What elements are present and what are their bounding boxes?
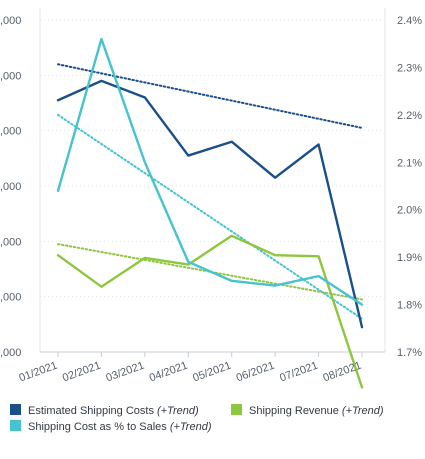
- trend-layer: [57, 63, 363, 320]
- x-tick-label: 04/2021: [148, 360, 189, 385]
- legend-item-estimated-shipping-costs[interactable]: Estimated Shipping Costs (+Trend): [10, 404, 199, 417]
- x-tick-label: 01/2021: [18, 360, 59, 385]
- x-tick-label: 07/2021: [278, 360, 319, 385]
- y-right-tick-label: 2.0%: [397, 205, 422, 217]
- x-tick-label: 05/2021: [191, 360, 232, 385]
- legend-label: Shipping Cost as % to Sales: [28, 421, 167, 433]
- y-left-tick-label: ,000: [0, 347, 21, 359]
- trend-line-2: [57, 113, 363, 320]
- legend-trend-note: (+Trend): [156, 405, 199, 417]
- y-left-tick-label: ,000: [0, 292, 21, 304]
- y-right-tick-label: 1.9%: [397, 252, 422, 264]
- y-left-tick-label: ,000: [0, 70, 21, 82]
- y-right-tick-label: 2.4%: [397, 15, 422, 27]
- trend-line-0: [57, 63, 363, 129]
- chart-legend: Estimated Shipping Costs (+Trend) Shippin…: [10, 404, 422, 436]
- legend-swatch-estimated-shipping-costs: [10, 404, 21, 415]
- chart-svg: ,000 ,000 ,000 ,000 ,000 ,000 ,000 1.7% 1.8% 1.9%…: [0, 8, 422, 389]
- y-right-tick-label: 2.3%: [397, 62, 422, 74]
- y-right-tick-label: 2.1%: [397, 157, 422, 169]
- y-right-tick-label: 1.7%: [397, 347, 422, 359]
- grid-layer: [40, 19, 385, 298]
- x-tick-label: 06/2021: [235, 360, 276, 385]
- legend-trend-note: (+Trend): [341, 405, 384, 417]
- y-left-tick-label: ,000: [0, 126, 21, 138]
- legend-swatch-shipping-revenue: [231, 404, 242, 415]
- y-right-tick-label: 2.2%: [397, 110, 422, 122]
- y-left-tick-label: ,000: [0, 15, 21, 27]
- y-right-tick-label: 1.8%: [397, 300, 422, 312]
- x-tick-label: 03/2021: [104, 360, 145, 385]
- series-line-2: [56, 37, 364, 306]
- legend-item-shipping-revenue[interactable]: Shipping Revenue (+Trend): [231, 404, 384, 417]
- axis-layer: [39, 8, 386, 357]
- legend-label: Estimated Shipping Costs: [28, 405, 154, 417]
- series-line-1: [56, 234, 364, 389]
- legend-item-shipping-cost-pct[interactable]: Shipping Cost as % to Sales (+Trend): [10, 420, 211, 433]
- y-left-tick-label: ,000: [0, 181, 21, 193]
- legend-swatch-shipping-cost-pct: [10, 420, 21, 431]
- x-tick-label: 08/2021: [322, 360, 363, 385]
- y-left-tick-label: ,000: [0, 236, 21, 248]
- x-tick-label: 02/2021: [61, 360, 102, 385]
- series-line-0: [56, 79, 364, 329]
- series-layer: [56, 37, 364, 389]
- label-layer: ,000 ,000 ,000 ,000 ,000 ,000 ,000 1.7% 1.8% 1.9%…: [0, 15, 422, 384]
- legend-label: Shipping Revenue: [249, 405, 339, 417]
- legend-trend-note: (+Trend): [169, 421, 212, 433]
